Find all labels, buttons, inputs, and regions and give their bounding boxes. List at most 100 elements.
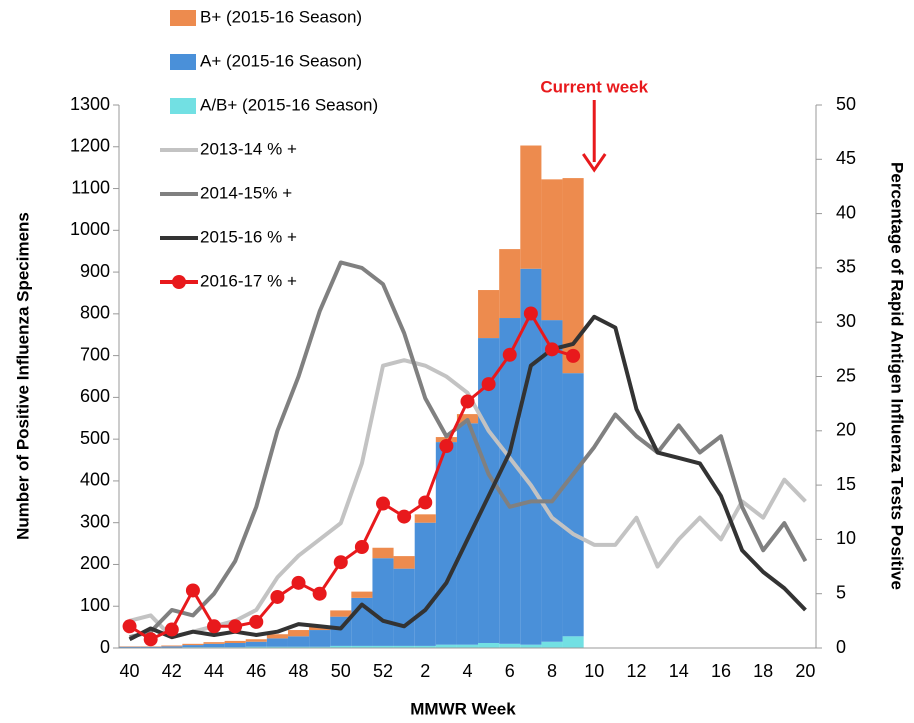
y2-tick-label: 20 bbox=[836, 420, 856, 440]
x-tick-label: 16 bbox=[711, 661, 731, 681]
legend-label: A/B+ (2015-16 Season) bbox=[200, 95, 378, 114]
bar-segment bbox=[224, 640, 246, 643]
legend-label: 2014-15% + bbox=[200, 183, 292, 202]
y-tick-label: 200 bbox=[80, 553, 110, 573]
y-tick-label: 600 bbox=[80, 386, 110, 406]
bar-segment bbox=[309, 630, 331, 647]
y-tick-label: 700 bbox=[80, 344, 110, 364]
annotation-arrowhead bbox=[581, 153, 607, 173]
x-tick-label: 44 bbox=[204, 661, 224, 681]
bar-segment bbox=[541, 320, 563, 642]
x-tick-label: 12 bbox=[626, 661, 646, 681]
bar-segment bbox=[266, 634, 288, 639]
bar-segment bbox=[203, 642, 225, 644]
point-marker bbox=[249, 614, 264, 629]
bar-segment bbox=[372, 558, 394, 646]
point-marker bbox=[185, 583, 200, 598]
bar-segment bbox=[478, 290, 500, 339]
point-marker bbox=[566, 348, 581, 363]
bar-segment bbox=[287, 636, 310, 647]
y-tick-label: 1300 bbox=[70, 94, 110, 114]
y2-tick-label: 50 bbox=[836, 94, 856, 114]
bar-segment bbox=[456, 644, 479, 648]
y2-tick-label: 10 bbox=[836, 528, 856, 548]
x-tick-label: 42 bbox=[162, 661, 182, 681]
x-axis-title: MMWR Week bbox=[410, 699, 516, 718]
bar-segment bbox=[245, 646, 267, 648]
x-tick-label: 10 bbox=[584, 661, 604, 681]
y2-tick-label: 30 bbox=[836, 311, 856, 331]
bar-segment bbox=[478, 642, 500, 648]
legend-label: 2015-16 % + bbox=[200, 227, 297, 246]
y2-tick-label: 0 bbox=[836, 637, 846, 657]
y2-tick-label: 15 bbox=[836, 474, 856, 494]
legend-label: 2013-14 % + bbox=[200, 139, 297, 158]
bar-segment bbox=[456, 423, 479, 645]
point-marker bbox=[502, 347, 517, 362]
legend-label: 2016-17 % + bbox=[200, 271, 297, 290]
bar-segment bbox=[520, 145, 542, 269]
bar-segment bbox=[287, 630, 310, 637]
bar-segment bbox=[435, 644, 457, 648]
point-marker bbox=[333, 555, 348, 570]
bar-segment bbox=[562, 373, 584, 637]
bar-segment bbox=[393, 556, 415, 569]
bar-segment bbox=[372, 645, 394, 648]
y-tick-label: 1000 bbox=[70, 219, 110, 239]
y-tick-label: 100 bbox=[80, 595, 110, 615]
bar-segment bbox=[414, 645, 436, 648]
bar-segment bbox=[245, 641, 267, 647]
point-marker bbox=[460, 394, 475, 409]
y-tick-label: 400 bbox=[80, 470, 110, 490]
bar-segment bbox=[245, 639, 267, 642]
x-tick-label: 14 bbox=[669, 661, 689, 681]
y-tick-label: 500 bbox=[80, 428, 110, 448]
point-marker bbox=[418, 495, 433, 510]
y-tick-label: 900 bbox=[80, 261, 110, 281]
x-tick-label: 46 bbox=[246, 661, 266, 681]
point-marker bbox=[544, 342, 559, 357]
point-marker bbox=[207, 619, 222, 634]
y-tick-label: 1100 bbox=[71, 177, 110, 197]
bar-segment bbox=[330, 645, 352, 648]
bar-segment bbox=[119, 646, 141, 648]
y2-tick-label: 45 bbox=[836, 148, 856, 168]
y-axis-title: Number of Positive Influenza Specimens bbox=[13, 212, 32, 540]
bar-segment bbox=[414, 522, 436, 646]
bar-segment bbox=[287, 646, 310, 648]
bar-segment bbox=[351, 591, 373, 598]
bar-segment bbox=[161, 646, 183, 648]
bar-segment bbox=[182, 645, 204, 648]
y2-tick-label: 35 bbox=[836, 257, 856, 277]
x-tick-label: 48 bbox=[289, 661, 309, 681]
legend-swatch bbox=[170, 54, 196, 70]
x-tick-label: 20 bbox=[795, 661, 815, 681]
bar-segment bbox=[140, 646, 162, 648]
y2-axis-title: Percentage of Rapid Antigen Influenza Te… bbox=[888, 162, 907, 590]
y2-tick-label: 40 bbox=[836, 202, 856, 222]
y2-tick-label: 25 bbox=[836, 365, 856, 385]
point-marker bbox=[228, 619, 243, 634]
bar-segment bbox=[562, 178, 584, 374]
bar-segment bbox=[478, 338, 500, 643]
legend-label: A+ (2015-16 Season) bbox=[200, 51, 362, 70]
bar-segment bbox=[562, 636, 584, 648]
legend-marker bbox=[172, 275, 186, 289]
bar-segment bbox=[351, 645, 373, 648]
bar-segment bbox=[372, 547, 394, 559]
series-line bbox=[128, 312, 574, 641]
point-marker bbox=[397, 509, 412, 524]
point-marker bbox=[270, 589, 285, 604]
point-marker bbox=[291, 575, 306, 590]
bar-segment bbox=[541, 641, 563, 648]
point-marker bbox=[164, 622, 179, 637]
bar-segment bbox=[224, 642, 246, 648]
bar-segment bbox=[520, 644, 542, 648]
annotation: Current week bbox=[540, 77, 648, 96]
x-tick-label: 2 bbox=[420, 661, 430, 681]
bar-segment bbox=[266, 638, 288, 647]
x-tick-label: 8 bbox=[547, 661, 557, 681]
point-marker bbox=[122, 619, 137, 634]
bar-segment bbox=[499, 643, 521, 648]
